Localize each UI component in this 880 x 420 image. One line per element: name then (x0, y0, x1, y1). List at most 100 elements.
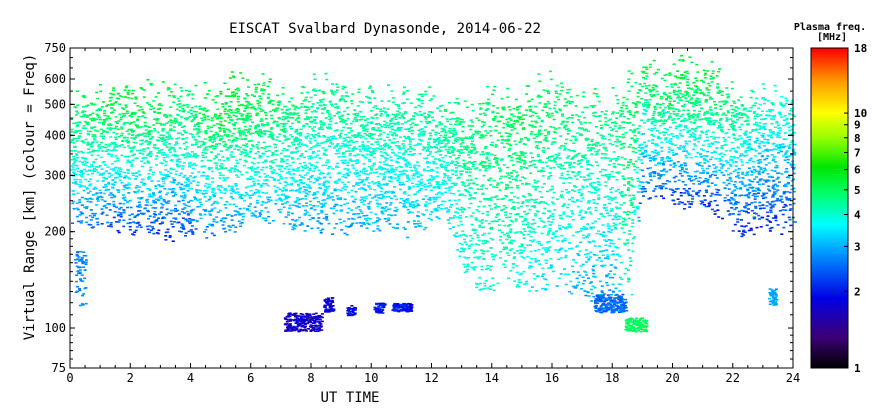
echo-point (361, 145, 365, 147)
echo-point (192, 167, 195, 170)
echo-point (238, 129, 241, 132)
echo-point (362, 188, 366, 190)
echo-point (419, 128, 423, 131)
echo-point (416, 175, 420, 178)
echo-point (140, 160, 143, 162)
echo-point (253, 182, 257, 185)
echo-point (179, 121, 183, 124)
echo-point (246, 207, 249, 210)
echo-point (455, 235, 459, 238)
echo-point (186, 214, 190, 216)
echo-point (159, 185, 163, 188)
echo-point (451, 132, 454, 135)
echo-point (245, 117, 249, 120)
echo-point (148, 151, 152, 154)
echo-point (358, 148, 362, 151)
echo-point (396, 146, 400, 148)
echo-point (73, 146, 77, 149)
echo-point (191, 164, 195, 166)
echo-point (370, 143, 374, 145)
echo-point (417, 215, 421, 218)
echo-point (538, 130, 541, 132)
echo-point (398, 156, 402, 158)
echo-point (402, 117, 406, 119)
echo-point (438, 110, 442, 112)
echo-point (340, 97, 344, 100)
echo-point (534, 146, 538, 149)
echo-point (500, 142, 504, 144)
echo-point (537, 240, 541, 243)
echo-point (328, 138, 332, 141)
echo-point (82, 157, 85, 160)
echo-point (412, 118, 416, 121)
echo-point (507, 143, 511, 146)
echo-point (78, 186, 82, 188)
echo-point (271, 103, 275, 106)
echo-point (417, 183, 421, 186)
echo-point (181, 138, 185, 140)
echo-point (457, 123, 461, 126)
echo-point (437, 158, 441, 160)
echo-point (356, 114, 359, 117)
echo-point (142, 96, 146, 98)
echo-point (307, 186, 311, 189)
echo-point (84, 162, 88, 164)
echo-point (127, 145, 130, 147)
echo-point (348, 159, 352, 162)
echo-point (506, 123, 509, 126)
echo-point (229, 192, 233, 195)
echo-point (119, 168, 123, 171)
echo-point (102, 146, 106, 149)
echo-point (440, 115, 444, 118)
echo-point (504, 139, 508, 142)
echo-point (339, 189, 343, 192)
echo-point (385, 184, 389, 186)
echo-point (319, 101, 323, 103)
echo-point (128, 123, 132, 125)
echo-point (297, 188, 301, 191)
echo-point (194, 156, 198, 159)
echo-point (178, 161, 182, 163)
echo-point (397, 151, 401, 154)
echo-point (382, 144, 386, 147)
echo-point (229, 116, 233, 119)
echo-point (302, 177, 306, 179)
echo-point (490, 226, 493, 229)
echo-point (549, 214, 553, 217)
echo-point (122, 219, 126, 222)
echo-point (371, 137, 375, 140)
echo-point (407, 212, 411, 214)
echo-point (82, 189, 86, 192)
echo-point (221, 124, 225, 127)
echo-point (248, 209, 252, 212)
echo-point (261, 191, 265, 194)
echo-point (157, 150, 161, 152)
echo-point (417, 135, 421, 137)
echo-point (470, 261, 474, 264)
echo-point (425, 146, 429, 149)
echo-point (221, 156, 225, 158)
echo-point (95, 192, 99, 194)
echo-point (516, 106, 520, 108)
echo-point (457, 154, 461, 157)
echo-point (388, 126, 391, 129)
echo-point (383, 139, 387, 142)
echo-point (518, 155, 522, 157)
echo-point (322, 152, 326, 155)
echo-point (237, 149, 241, 151)
echo-point (270, 170, 274, 173)
echo-point (512, 205, 516, 208)
echo-point (365, 95, 368, 98)
echo-point (247, 167, 251, 169)
echo-point (546, 90, 550, 93)
echo-point (361, 124, 364, 126)
echo-point (425, 209, 428, 211)
echo-point (147, 132, 151, 134)
echo-point (353, 118, 357, 121)
echo-point (162, 174, 166, 176)
echo-point (103, 110, 107, 112)
echo-point (117, 167, 121, 169)
echo-point (552, 159, 556, 161)
echo-point (75, 154, 79, 156)
echo-point (367, 186, 371, 188)
